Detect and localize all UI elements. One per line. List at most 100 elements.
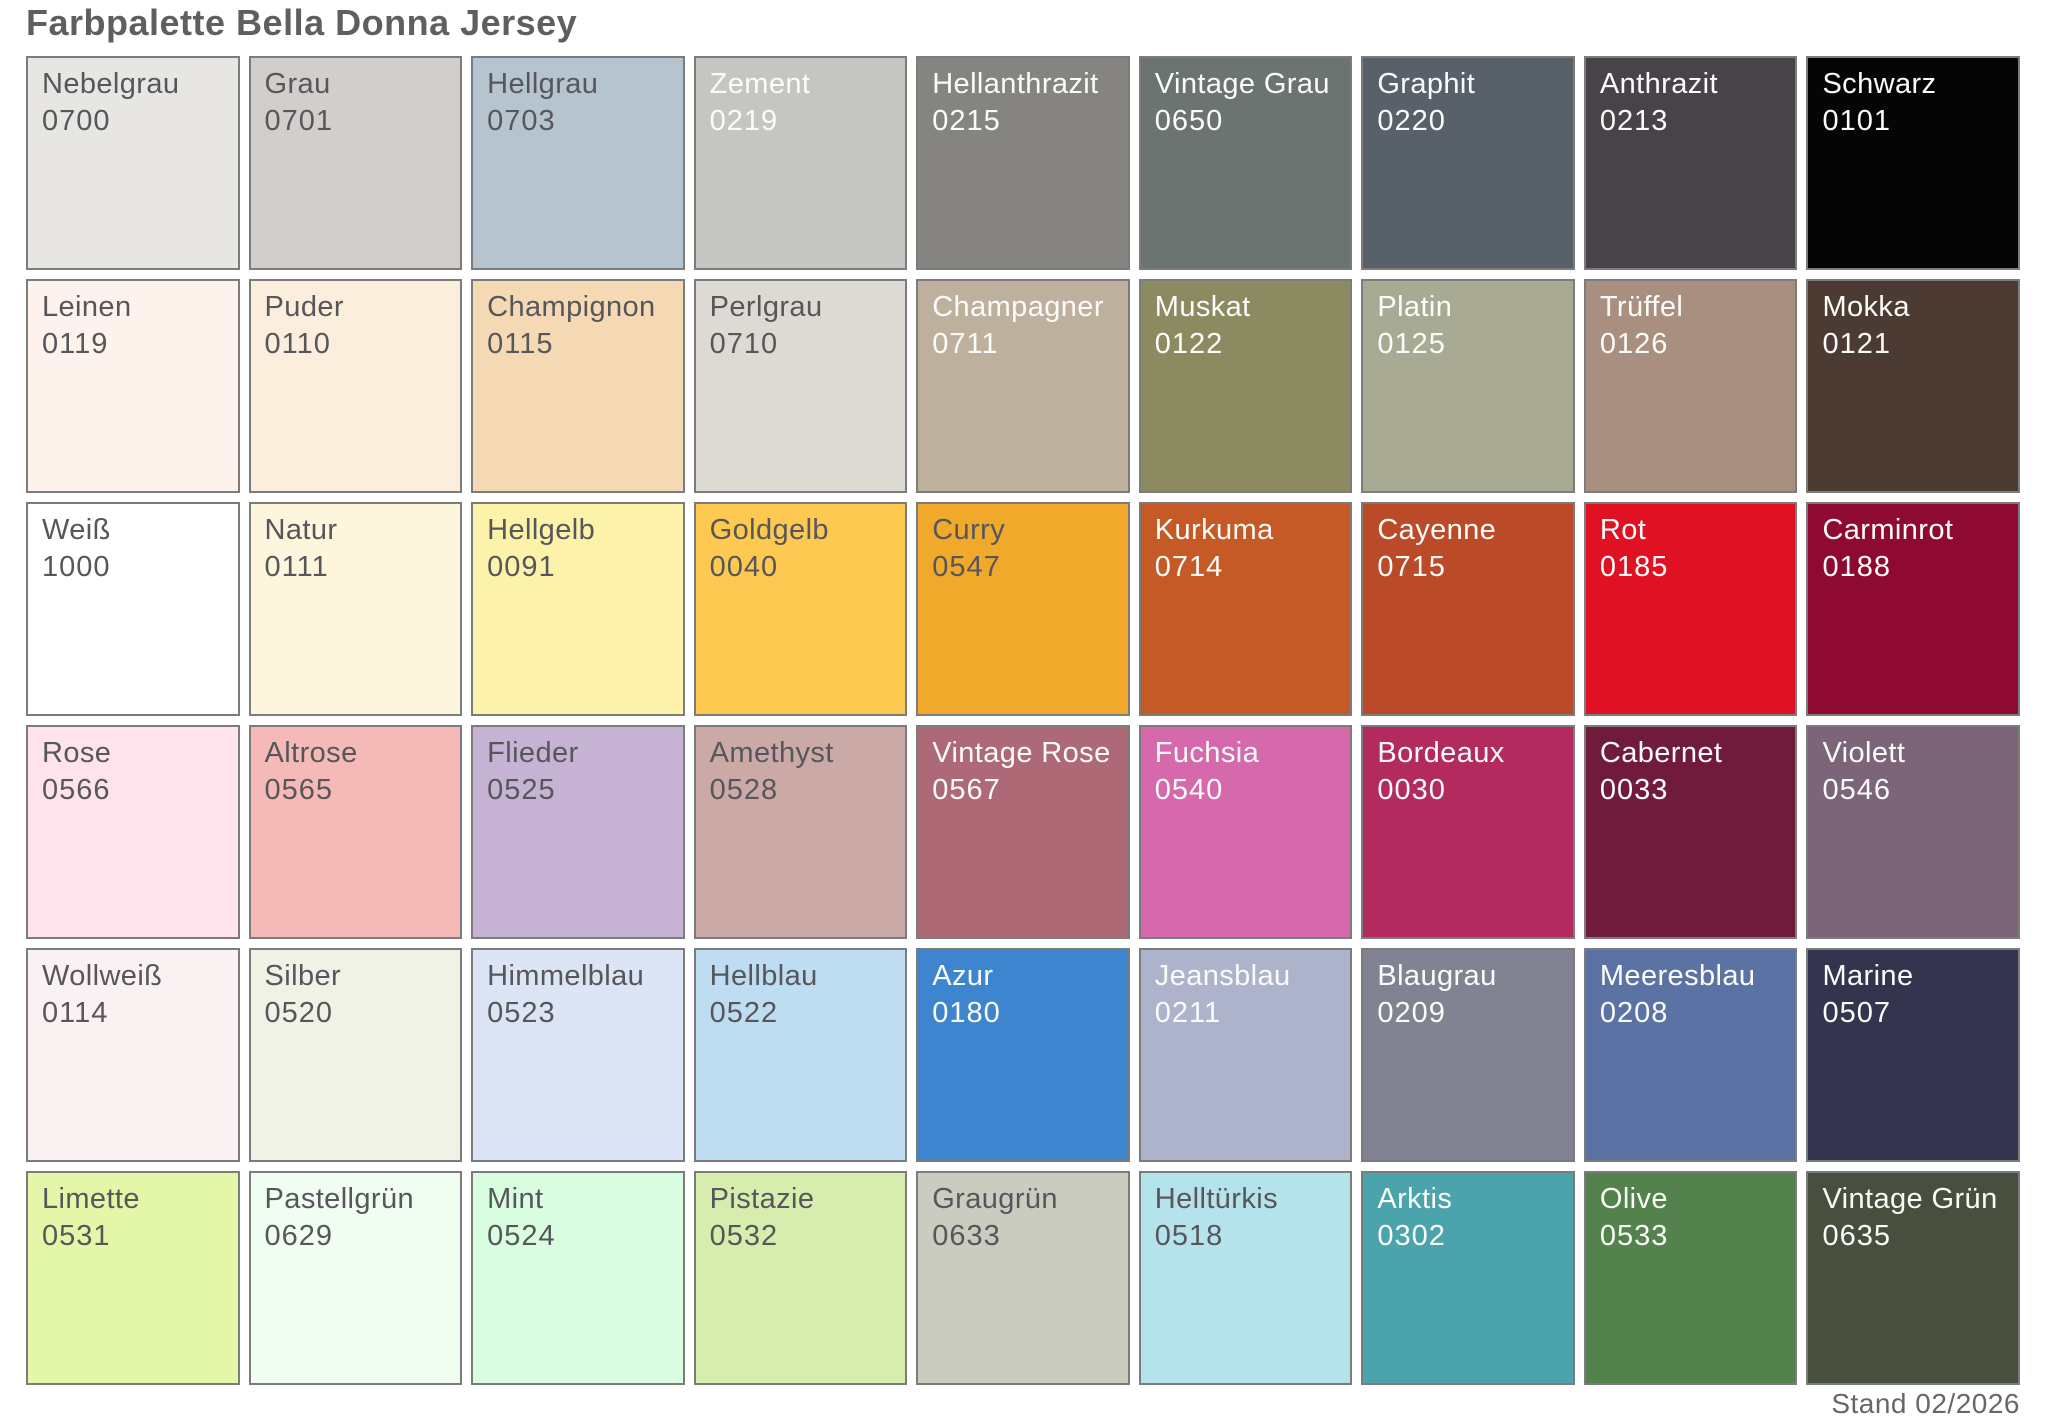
swatch-code: 0033 bbox=[1599, 774, 1669, 806]
swatch-cayenne: Cayenne 0715 bbox=[1361, 502, 1575, 716]
swatch-rose: Rose 0566 bbox=[26, 725, 240, 939]
swatch-name: Mokka bbox=[1822, 291, 1910, 323]
swatch-code: 0525 bbox=[487, 774, 556, 806]
swatch-code: 0180 bbox=[932, 997, 1001, 1029]
swatch-nebelgrau: Nebelgrau 0700 bbox=[26, 56, 240, 270]
swatch-name: Muskat bbox=[1154, 291, 1251, 323]
swatch-name: Champignon bbox=[487, 291, 656, 323]
swatch-name: Olive bbox=[1599, 1183, 1668, 1215]
swatch-code: 0650 bbox=[1154, 105, 1224, 137]
swatch-leinen: Leinen 0119 bbox=[26, 279, 240, 493]
swatch-name: Jeansblau bbox=[1154, 960, 1291, 992]
swatch-name: Vintage Rose bbox=[932, 737, 1111, 769]
swatch-truffel: Trüffel 0126 bbox=[1583, 279, 1798, 493]
swatch-flieder: Flieder 0525 bbox=[471, 725, 685, 939]
swatch-name: Curry bbox=[932, 514, 1006, 546]
swatch-marine: Marine 0507 bbox=[1806, 948, 2020, 1162]
swatch-code: 0522 bbox=[709, 997, 779, 1029]
swatch-code: 0211 bbox=[1154, 997, 1222, 1029]
swatch-hellgelb: Hellgelb 0091 bbox=[471, 502, 685, 716]
swatch-code: 0119 bbox=[42, 328, 109, 360]
swatch-champagner: Champagner 0711 bbox=[916, 279, 1130, 493]
swatch-code: 0188 bbox=[1822, 551, 1891, 583]
swatch-name: Cabernet bbox=[1599, 737, 1723, 769]
swatch-code: 0540 bbox=[1154, 774, 1224, 806]
swatch-name: Hellblau bbox=[709, 960, 818, 992]
swatch-name: Puder bbox=[264, 291, 344, 323]
swatch-muskat: Muskat 0122 bbox=[1138, 279, 1353, 493]
swatch-code: 0220 bbox=[1377, 105, 1446, 137]
swatch-altrose: Altrose 0565 bbox=[248, 725, 463, 939]
swatch-bordeaux: Bordeaux 0030 bbox=[1361, 725, 1575, 939]
swatch-vintage-grun: Vintage Grün 0635 bbox=[1806, 1171, 2020, 1385]
swatch-mint: Mint 0524 bbox=[471, 1171, 685, 1385]
swatch-code: 0122 bbox=[1154, 328, 1224, 360]
swatch-name: Graugrün bbox=[932, 1183, 1058, 1215]
swatch-fuchsia: Fuchsia 0540 bbox=[1138, 725, 1353, 939]
swatch-name: Rose bbox=[42, 737, 112, 769]
swatch-champignon: Champignon 0115 bbox=[471, 279, 685, 493]
swatch-name: Natur bbox=[264, 514, 338, 546]
swatch-code: 0701 bbox=[264, 105, 334, 137]
swatch-vintage-grau: Vintage Grau 0650 bbox=[1138, 56, 1353, 270]
swatch-name: Perlgrau bbox=[709, 291, 823, 323]
swatch-code: 0091 bbox=[487, 551, 556, 583]
swatch-code: 0635 bbox=[1822, 1220, 1891, 1252]
swatch-meeresblau: Meeresblau 0208 bbox=[1583, 948, 1798, 1162]
swatch-code: 0040 bbox=[709, 551, 779, 583]
swatch-perlgrau: Perlgrau 0710 bbox=[693, 279, 908, 493]
swatch-code: 0528 bbox=[709, 774, 779, 806]
swatch-name: Kurkuma bbox=[1154, 514, 1274, 546]
swatch-code: 0101 bbox=[1822, 105, 1891, 137]
swatch-code: 0567 bbox=[932, 774, 1001, 806]
swatch-name: Leinen bbox=[42, 291, 132, 323]
swatch-code: 0215 bbox=[932, 105, 1001, 137]
swatch-name: Fuchsia bbox=[1154, 737, 1260, 769]
swatch-code: 0030 bbox=[1377, 774, 1446, 806]
swatch-schwarz: Schwarz 0101 bbox=[1806, 56, 2020, 270]
swatch-amethyst: Amethyst 0528 bbox=[693, 725, 908, 939]
swatch-name: Anthrazit bbox=[1599, 68, 1718, 100]
swatch-curry: Curry 0547 bbox=[916, 502, 1130, 716]
swatch-code: 0520 bbox=[264, 997, 334, 1029]
footer-date: Stand 02/2026 bbox=[1831, 1388, 2020, 1419]
swatch-code: 1000 bbox=[42, 551, 111, 583]
swatch-natur: Natur 0111 bbox=[248, 502, 463, 716]
swatch-zement: Zement 0219 bbox=[693, 56, 908, 270]
swatch-anthrazit: Anthrazit 0213 bbox=[1583, 56, 1798, 270]
swatch-pastellgrun: Pastellgrün 0629 bbox=[248, 1171, 463, 1385]
swatch-name: Platin bbox=[1377, 291, 1453, 323]
swatch-code: 0532 bbox=[709, 1220, 779, 1252]
swatch-goldgelb: Goldgelb 0040 bbox=[693, 502, 908, 716]
swatch-himmelblau: Himmelblau 0523 bbox=[471, 948, 685, 1162]
swatch-silber: Silber 0520 bbox=[248, 948, 463, 1162]
swatch-name: Amethyst bbox=[709, 737, 834, 769]
swatch-name: Trüffel bbox=[1599, 291, 1684, 323]
swatch-code: 0523 bbox=[487, 997, 556, 1029]
swatch-name: Silber bbox=[264, 960, 342, 992]
swatch-graphit: Graphit 0220 bbox=[1361, 56, 1575, 270]
swatch-name: Meeresblau bbox=[1599, 960, 1756, 992]
swatch-name: Bordeaux bbox=[1377, 737, 1505, 769]
page-title: Farbpalette Bella Donna Jersey bbox=[26, 2, 578, 43]
swatch-hellblau: Hellblau 0522 bbox=[693, 948, 908, 1162]
swatch-name: Limette bbox=[42, 1183, 140, 1215]
swatch-code: 0547 bbox=[932, 551, 1001, 583]
swatch-mokka: Mokka 0121 bbox=[1806, 279, 2020, 493]
swatch-code: 0546 bbox=[1822, 774, 1891, 806]
swatch-name: Marine bbox=[1822, 960, 1914, 992]
swatch-name: Pistazie bbox=[709, 1183, 815, 1215]
swatch-code: 0213 bbox=[1599, 105, 1669, 137]
swatch-code: 0565 bbox=[264, 774, 334, 806]
swatch-name: Helltürkis bbox=[1154, 1183, 1279, 1215]
palette-grid: Nebelgrau 0700 Grau 0701 Hellgrau 0703 Zement 0… bbox=[26, 56, 2020, 1385]
swatch-graugrun: Graugrün 0633 bbox=[916, 1171, 1130, 1385]
swatch-name: Blaugrau bbox=[1377, 960, 1497, 992]
swatch-blaugrau: Blaugrau 0209 bbox=[1361, 948, 1575, 1162]
swatch-code: 0115 bbox=[487, 328, 554, 360]
swatch-code: 0629 bbox=[264, 1220, 334, 1252]
swatch-name: Graphit bbox=[1377, 68, 1476, 100]
swatch-hellgrau: Hellgrau 0703 bbox=[471, 56, 685, 270]
swatch-name: Grau bbox=[264, 68, 331, 100]
